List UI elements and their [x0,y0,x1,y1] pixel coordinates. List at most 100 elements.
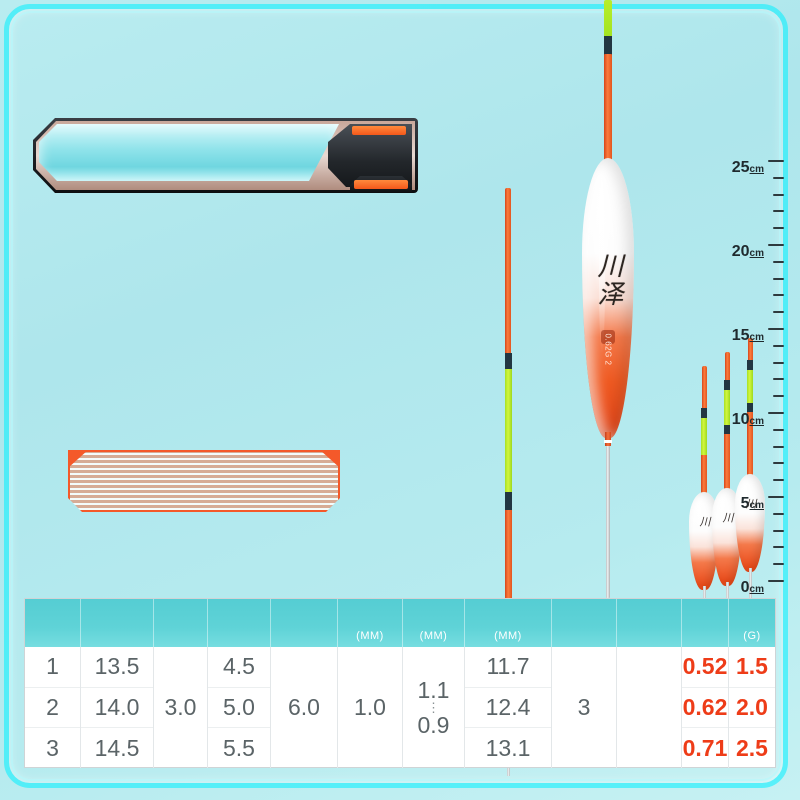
ruler-tick-major [768,412,784,414]
ruler-tick-minor [773,227,784,230]
antenna-band-dark-lower [747,403,753,413]
subtitle-banner-body [68,450,340,512]
ruler-tick-minor [773,546,784,549]
col-blank [617,647,682,768]
ruler-tick-minor [773,294,784,297]
antenna-band-dark-lower [724,425,730,435]
main-float-product: 川泽 0.62G 2 [582,0,634,600]
ruler-tick-minor [773,378,784,381]
table-cell-merged: 1.1 ⋮ 0.9 [403,647,464,768]
banner-accent-tab-top [352,126,406,135]
antenna-band-dark [604,36,612,56]
ruler-label: 20cm [732,243,764,261]
th-length-b [208,599,271,647]
ruler-label-value: 10 [731,411,750,428]
table-cell-merged: 6.0 [288,694,320,720]
spec-table-header-row: (MM) (MM) (MM) (G) [25,599,775,647]
table-cell: 0.71 [682,734,728,761]
antenna-segment-orange-top [724,352,730,382]
ruler-label-value: 20 [731,243,750,260]
ruler-tick-minor [773,428,784,431]
ruler-tick-major [768,328,784,330]
ruler-label-unit: cm [749,584,764,595]
th-diam-d: (MM) [338,599,403,647]
ruler-tick-minor [773,462,784,465]
ruler-tick-minor [773,210,784,213]
float-neck [605,432,611,446]
antenna-band-dark-upper [747,360,753,371]
table-cell: 14.0 [81,688,153,729]
th-weight [682,599,729,647]
antenna-band-dark-upper [701,408,707,419]
antenna-segment-orange-bottom [701,455,707,497]
table-cell: 13.5 [81,647,153,688]
ruler-tick-minor [773,445,784,448]
table-cell: 5.5 [223,734,255,761]
float-body [735,474,765,572]
ruler-tick-minor [773,193,784,196]
secondary-float-product [482,188,534,776]
float-stem [748,568,752,608]
small-float-mark: 川 [698,516,711,527]
ruler-tick-minor [773,529,784,532]
col-length-e: 11.7 12.4 13.1 [465,647,552,768]
th-length-e: (MM) [465,599,552,647]
table-cell: 2.5 [736,734,768,761]
antenna-band-dark-upper [724,380,730,391]
brand-calligraphy: 川泽 [593,252,623,308]
antenna-segment-green [724,390,730,426]
banner-accent-tab-bottom [354,180,408,189]
table-cell: 1 [25,647,80,688]
ruler-tick-minor [773,512,784,515]
antenna-segment-orange-bottom [504,510,512,612]
ruler-tick-major [768,580,784,582]
ruler-label: 15cm [732,327,764,345]
ruler-label-unit: cm [749,500,764,511]
measurement-ruler: 0cm 5cm 10cm 15cm 20cm 25cm [732,150,800,596]
table-cell-merged: 1.0 [354,694,386,720]
taper-separator: ⋮ [426,699,440,715]
ruler-tick-minor [773,311,784,314]
float-stem [606,446,610,598]
small-float-mark: 川 [721,512,734,523]
ruler-label-unit: cm [749,416,764,427]
small-float-mark: 川 [744,498,757,509]
antenna-band-dark-lower [504,492,512,512]
ruler-tick-major [768,496,784,498]
table-cell: 11.7 [465,647,551,688]
table-cell-merged [617,647,681,768]
ruler-tick-minor [773,344,784,347]
table-cell: 1.5 [729,647,775,688]
title-banner [33,118,418,193]
table-cell: 12.4 [465,688,551,729]
th-blank [617,599,682,647]
ruler-label-value: 25 [731,159,750,176]
th-no [25,599,81,647]
ruler-label: 10cm [732,411,764,429]
antenna-segment-orange-top [747,338,753,362]
antenna-segment-orange-bottom [747,412,753,478]
th-length [81,599,154,647]
ruler-tick-minor [773,176,784,179]
col-diam-d: 1.0 [338,647,403,768]
float-body [582,158,634,438]
col-length-total: 13.5 14.0 14.5 [81,647,154,768]
ruler-label-value: 0 [740,579,750,596]
col-length-b: 4.5 5.0 5.5 [208,647,271,768]
col-no: 1 2 3 [25,647,81,768]
col-buoyancy: 1.5 2.0 2.5 [729,647,775,768]
col-diam-c: 6.0 [271,647,338,768]
th-count [552,599,617,647]
spec-table-body: 1 2 3 13.5 14.0 14.5 3.0 4.5 5.0 5.5 6.0 [25,647,775,768]
th-buoyancy: (G) [743,630,761,642]
table-cell: 2.0 [729,688,775,729]
float-body-spec-text: 0.62G 2 [603,333,613,366]
subtitle-banner [68,450,340,512]
ruler-label: 5cm [741,495,764,513]
antenna-segment-orange-top [701,366,707,410]
table-cell: 13.1 [485,734,531,761]
th-diam-a [154,599,208,647]
th-diam-c [271,599,338,647]
ruler-label-unit: cm [749,164,764,175]
col-taper: 1.1 ⋮ 0.9 [403,647,465,768]
